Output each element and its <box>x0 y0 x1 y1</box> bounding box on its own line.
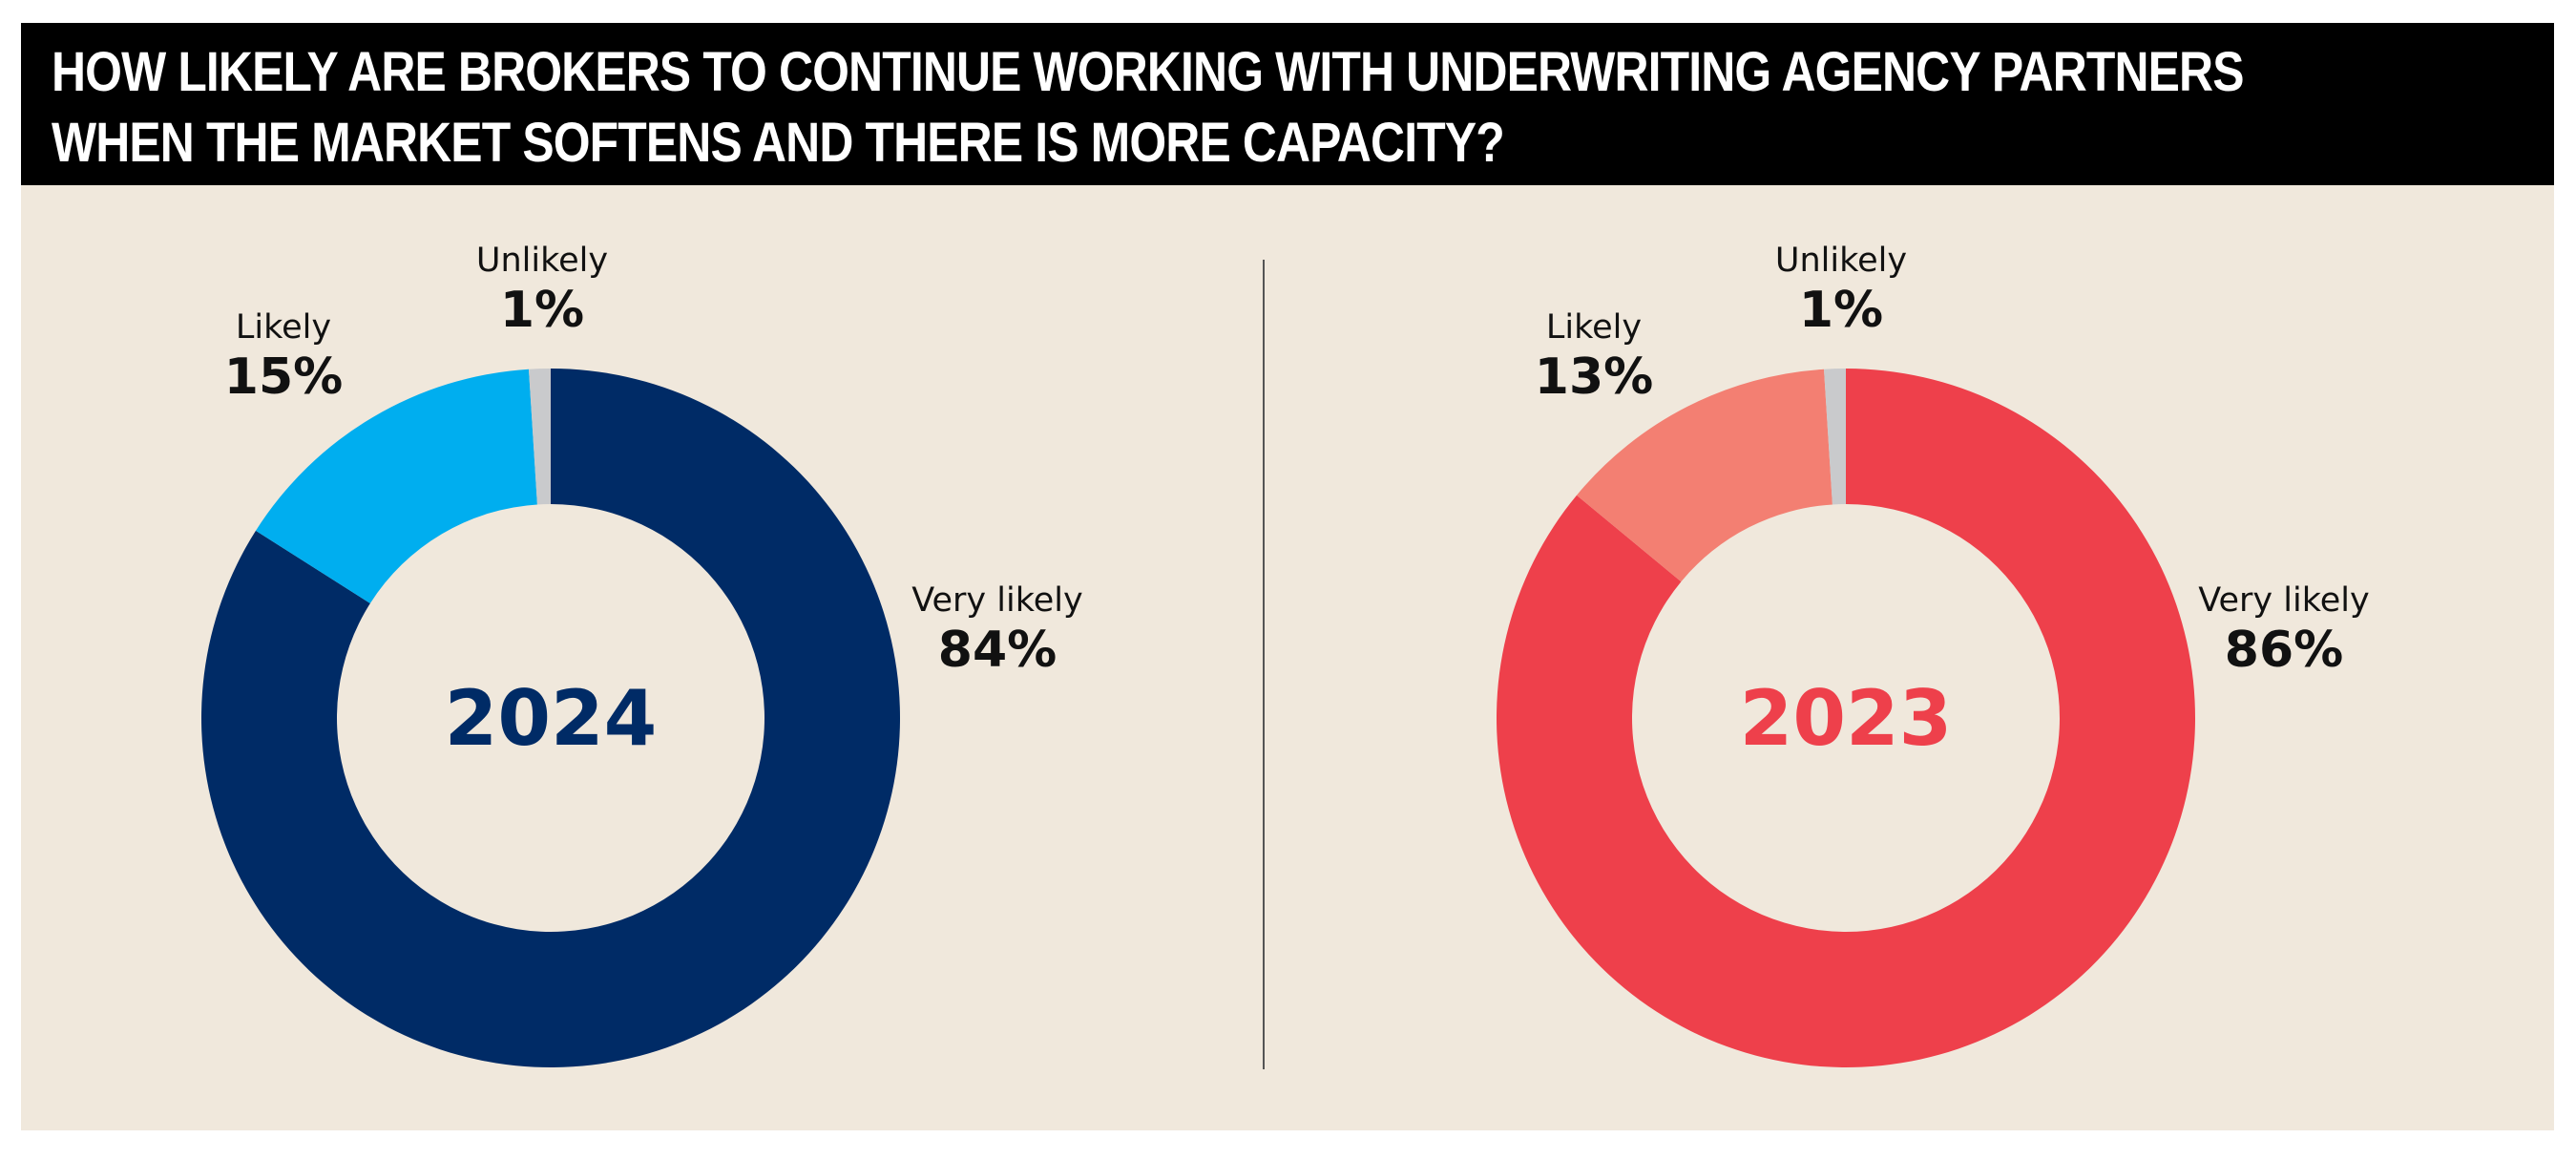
donut-slice-likely-2024 <box>255 369 537 603</box>
slice-value-unlikely: 1% <box>1799 282 1883 339</box>
donut-center-year: 2023 <box>1740 674 1953 763</box>
title-banner: HOW LIKELY ARE BROKERS TO CONTINUE WORKI… <box>21 23 2554 185</box>
slice-value-very-likely: 84% <box>938 622 1057 679</box>
slice-label-likely: Likely <box>1546 308 1642 347</box>
slice-value-very-likely: 86% <box>2225 622 2343 679</box>
slice-label-likely: Likely <box>236 308 331 347</box>
donut-slice-very-likely-2023 <box>1496 369 2195 1067</box>
donut-slice-likely-2023 <box>1576 369 1833 582</box>
chart-title-line-2: WHEN THE MARKET SOFTENS AND THERE IS MOR… <box>52 112 1505 174</box>
donut-slice-very-likely-2024 <box>200 369 901 1067</box>
chart-title-line-1: HOW LIKELY ARE BROKERS TO CONTINUE WORKI… <box>52 41 2245 103</box>
slice-label-unlikely: Unlikely <box>476 242 608 280</box>
slice-label-unlikely: Unlikely <box>1775 242 1907 280</box>
panel-divider <box>1263 260 1265 1069</box>
donut-slice-unlikely-2024 <box>529 369 551 505</box>
slice-value-likely: 15% <box>224 348 343 406</box>
slice-label-very-likely: Very likely <box>911 581 1082 620</box>
donut-center-year: 2024 <box>445 674 658 763</box>
slice-label-very-likely: Very likely <box>2198 581 2369 620</box>
slice-value-unlikely: 1% <box>500 282 584 339</box>
slice-value-likely: 13% <box>1535 348 1653 406</box>
donut-slice-unlikely-2023 <box>1824 369 1846 505</box>
